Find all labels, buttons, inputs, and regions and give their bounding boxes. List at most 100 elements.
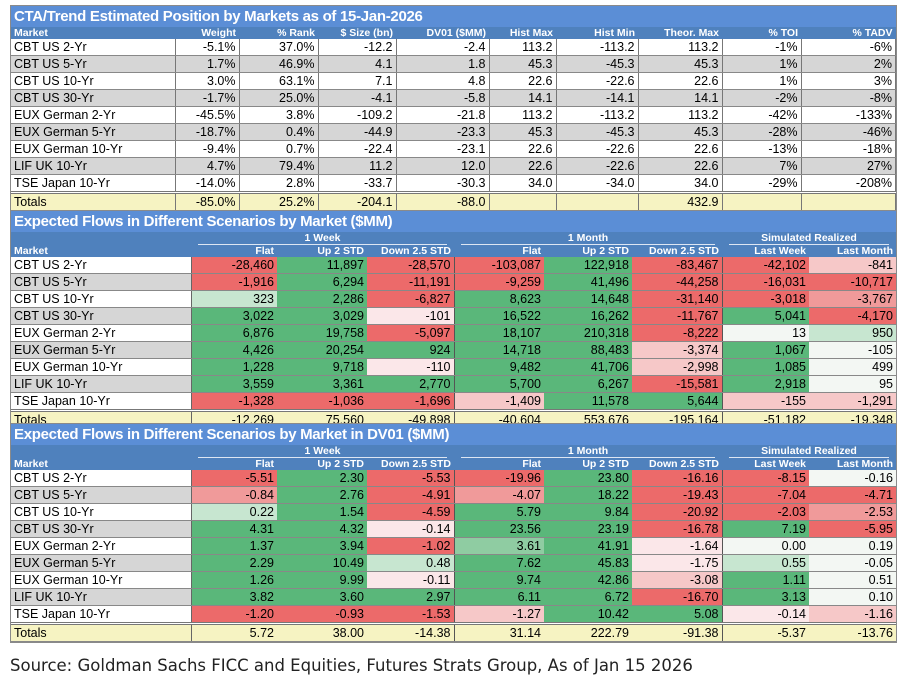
column-header: Flat [454,458,544,470]
value-cell: -22.6 [556,72,639,90]
value-cell: 11,897 [277,257,367,274]
value-cell: 1.7% [175,55,240,73]
value-cell: 34.0 [638,174,723,193]
value-cell: -28,460 [191,257,277,274]
table-row: EUX German 2-Yr 1.37 3.94 -1.02 3.61 41.91 -1.… [11,537,896,555]
value-cell: 12.0 [396,157,490,175]
market-name: EUX German 10-Yr [11,358,192,376]
value-cell: 3.8% [239,106,319,124]
value-cell: 22.6 [489,140,557,158]
value-cell: -34.0 [556,174,639,193]
value-cell: -155 [722,392,809,411]
value-cell: -14.1 [556,89,639,107]
table-row: EUX German 5-Yr -18.7% 0.4% -44.9 -23.3 45.3-… [11,123,896,141]
group-header: 1 Month [454,445,722,458]
value-cell: 41,496 [544,273,632,291]
value-cell: 45.3 [489,123,557,141]
column-header: Market [11,245,191,257]
value-cell: 2.8% [239,174,319,193]
table-row: EUX German 10-Yr 1.26 9.99 -0.11 9.74 42.86 -3… [11,571,896,589]
table-row: LIF UK 10-Yr 4.7% 79.4% 11.2 12.0 22.6 -22.6 22… [11,157,896,175]
value-cell: -133% [801,106,896,124]
value-cell: -3,018 [722,290,809,308]
value-cell: -45.5% [175,106,240,124]
table-row: CBT US 30-Yr 3,022 3,029 -101 16,522 16,262 -1… [11,307,896,325]
table-row: TSE Japan 10-Yr -1,328 -1,036 -1,696 -1,409 1… [11,392,896,411]
value-cell: 34.0 [489,174,557,193]
table-row: EUX German 2-Yr 6,876 19,758 -5,097 18,107 21… [11,324,896,342]
column-header: Up 2 STD [544,245,632,257]
column-header: Market [11,458,191,470]
value-cell: 14.1 [489,89,557,107]
value-cell: -1,696 [367,392,455,411]
column-header: % TADV [801,27,896,39]
value-cell: 0.55 [722,554,809,572]
total-value: 5.72 [191,622,277,642]
value-cell: 0.48 [367,554,455,572]
value-cell: 2% [801,55,896,73]
value-cell: -4.91 [367,486,455,504]
value-cell: 41,706 [544,358,632,376]
total-value [556,191,639,211]
value-cell: -8% [801,89,896,107]
value-cell: 88,483 [544,341,632,359]
market-name: EUX German 10-Yr [11,140,176,158]
value-cell: -11,767 [632,307,723,325]
value-cell: 18.22 [544,486,632,504]
value-cell: -2.4 [396,39,490,56]
value-cell: -841 [809,257,896,274]
value-cell: 6,876 [191,324,277,342]
value-cell: -1,036 [277,392,367,411]
table-row: EUX German 2-Yr -45.5% 3.8% -109.2 -21.8 113.… [11,106,896,124]
value-cell: 4.32 [277,520,367,538]
value-cell: -4.1 [318,89,397,107]
value-cell: 22.6 [638,157,723,175]
value-cell: -0.16 [809,470,896,487]
value-cell: -30.3 [396,174,490,193]
table-row: CBT US 10-Yr 0.22 1.54 -4.59 5.79 9.84 -20.92-… [11,503,896,521]
group-header: Simulated Realized [722,232,896,245]
value-cell: -31,140 [632,290,723,308]
value-cell: 6,267 [544,375,632,393]
value-cell: -5.95 [809,520,896,538]
column-header: % TOI [722,27,801,39]
value-cell: 46.9% [239,55,319,73]
value-cell: -101 [367,307,455,325]
value-cell: 27% [801,157,896,175]
value-cell: 23.56 [454,520,544,538]
value-cell: 3,029 [277,307,367,325]
value-cell: 3% [801,72,896,90]
table-row: CBT US 2-Yr -28,460 11,897 -28,570 -103,087 1… [11,257,896,274]
value-cell: 0.51 [809,571,896,589]
group-label: Simulated Realized [729,445,889,458]
column-header: Weight [175,27,239,39]
value-cell: 2.29 [191,554,277,572]
value-cell: -16.16 [632,470,723,487]
value-cell: -109.2 [318,106,397,124]
market-name: CBT US 5-Yr [11,273,192,291]
value-cell: -44.9 [318,123,397,141]
total-value: -204.1 [318,191,397,211]
group-header: 1 Month [454,232,722,245]
value-cell: 2.30 [277,470,367,487]
value-cell: -0.14 [367,520,455,538]
column-header: Last Month [809,245,896,257]
value-cell: -1.64 [632,537,723,555]
table-row: CBT US 10-Yr 323 2,286 -6,827 8,623 14,648 -31… [11,290,896,308]
value-cell: 13 [722,324,809,342]
value-cell: 950 [809,324,896,342]
value-cell: -19.96 [454,470,544,487]
value-cell: 499 [809,358,896,376]
value-cell: -5,097 [367,324,455,342]
value-cell: -16.70 [632,588,723,606]
table-row: EUX German 5-Yr 2.29 10.49 0.48 7.62 45.83 -1.… [11,554,896,572]
value-cell: 7.62 [454,554,544,572]
market-name: EUX German 5-Yr [11,341,192,359]
value-cell: -11,191 [367,273,455,291]
value-cell: 1.54 [277,503,367,521]
value-cell: 79.4% [239,157,319,175]
column-header: Flat [191,458,277,470]
column-header: Last Week [722,245,809,257]
value-cell: 0.00 [722,537,809,555]
value-cell: 3,559 [191,375,277,393]
